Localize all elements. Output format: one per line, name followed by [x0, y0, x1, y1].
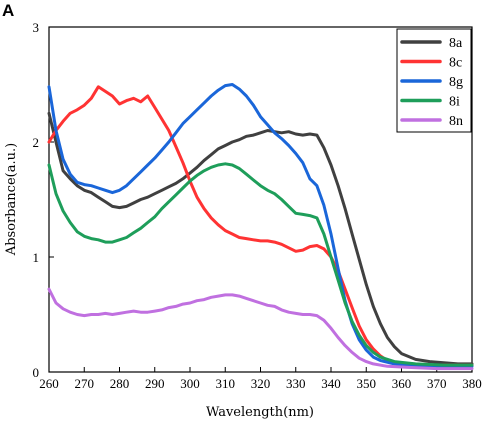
y-axis-label: Absorbance(a.u.)	[4, 143, 19, 256]
legend-label-8n: 8n	[449, 114, 463, 129]
y-tick-label: 1	[33, 250, 40, 265]
legend-label-8i: 8i	[449, 95, 460, 110]
y-axis: 0 1 2 3	[33, 20, 54, 380]
legend: 8a 8c 8g 8i 8n	[396, 28, 472, 133]
series-line-8i	[47, 162, 474, 367]
series-lines	[47, 83, 474, 371]
x-tick-label: 350	[357, 376, 377, 391]
y-tick-label: 0	[33, 365, 40, 380]
legend-label-8a: 8a	[449, 36, 463, 51]
legend-label-8g: 8g	[449, 75, 463, 90]
x-tick-label: 320	[251, 376, 271, 391]
x-tick-label: 300	[180, 376, 200, 391]
legend-label-8c: 8c	[449, 56, 462, 71]
legend-entries: 8a 8c 8g 8i 8n	[400, 36, 463, 129]
x-axis-label: Wavelength(nm)	[206, 405, 314, 420]
x-tick-label: 370	[427, 376, 447, 391]
x-tick-label: 360	[392, 376, 412, 391]
x-tick-label: 310	[216, 376, 236, 391]
y-tick-label: 3	[33, 20, 40, 35]
x-tick-label: 260	[39, 376, 59, 391]
panel-letter: A	[2, 1, 14, 20]
x-tick-label: 290	[145, 376, 165, 391]
x-axis: 260 270 280 290 300 310 320 330 340 350 360 370 380	[39, 367, 482, 391]
x-tick-label: 340	[321, 376, 341, 391]
series-line-8n	[47, 287, 474, 371]
x-tick-label: 380	[462, 376, 482, 391]
y-tick-label: 2	[33, 135, 40, 150]
series-line-8c	[47, 85, 474, 367]
x-tick-label: 280	[110, 376, 130, 391]
x-tick-label: 270	[75, 376, 95, 391]
x-tick-label: 330	[286, 376, 306, 391]
series-line-8a	[47, 111, 474, 366]
